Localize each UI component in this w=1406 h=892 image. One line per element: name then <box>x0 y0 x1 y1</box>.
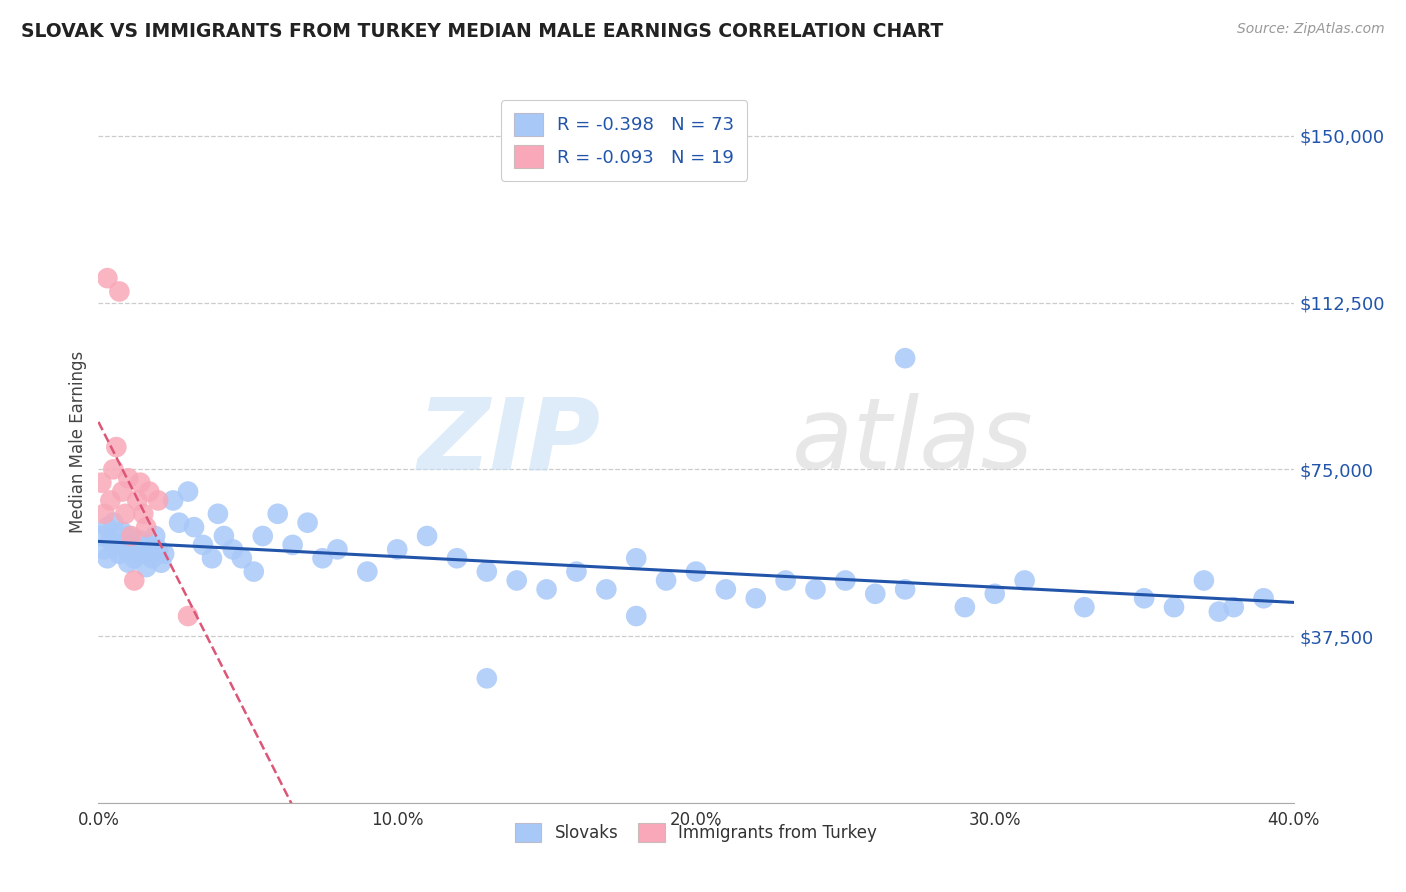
Point <box>138 484 160 499</box>
Text: SLOVAK VS IMMIGRANTS FROM TURKEY MEDIAN MALE EARNINGS CORRELATION CHART: SLOVAK VS IMMIGRANTS FROM TURKEY MEDIAN … <box>21 22 943 41</box>
Point <box>201 551 224 566</box>
Point <box>191 538 214 552</box>
Point <box>143 529 166 543</box>
Point <box>714 582 737 597</box>
Point <box>150 556 173 570</box>
Point <box>222 542 245 557</box>
Point <box>132 547 155 561</box>
Point <box>416 529 439 543</box>
Point <box>984 587 1007 601</box>
Point <box>655 574 678 588</box>
Point <box>162 493 184 508</box>
Point <box>148 542 170 557</box>
Point <box>865 587 887 601</box>
Point <box>105 538 128 552</box>
Point <box>138 538 160 552</box>
Point <box>475 671 498 685</box>
Point <box>167 516 190 530</box>
Point <box>953 600 976 615</box>
Point <box>114 542 136 557</box>
Point <box>1014 574 1036 588</box>
Point <box>148 493 170 508</box>
Point <box>135 520 157 534</box>
Point <box>93 507 115 521</box>
Text: atlas: atlas <box>792 393 1033 490</box>
Point <box>98 533 122 548</box>
Point <box>153 547 176 561</box>
Point <box>90 529 112 543</box>
Point <box>1163 600 1185 615</box>
Point <box>565 565 588 579</box>
Point <box>141 551 163 566</box>
Point <box>267 507 290 521</box>
Point <box>356 565 378 579</box>
Point <box>626 551 648 566</box>
Y-axis label: Median Male Earnings: Median Male Earnings <box>69 351 87 533</box>
Point <box>326 542 349 557</box>
Point <box>595 582 617 597</box>
Point <box>98 493 122 508</box>
Point <box>281 538 304 552</box>
Point <box>1133 591 1156 606</box>
Point <box>111 484 134 499</box>
Point <box>135 560 157 574</box>
Point <box>536 582 558 597</box>
Point <box>1208 605 1230 619</box>
Point <box>124 574 146 588</box>
Point <box>127 542 149 557</box>
Point <box>129 475 152 490</box>
Point <box>745 591 768 606</box>
Point <box>132 507 155 521</box>
Point <box>207 507 229 521</box>
Point <box>93 542 115 557</box>
Point <box>212 529 235 543</box>
Point <box>243 565 266 579</box>
Point <box>120 538 142 552</box>
Point <box>114 507 136 521</box>
Text: Source: ZipAtlas.com: Source: ZipAtlas.com <box>1237 22 1385 37</box>
Text: ZIP: ZIP <box>418 393 600 490</box>
Point <box>111 524 134 539</box>
Legend: Slovaks, Immigrants from Turkey: Slovaks, Immigrants from Turkey <box>508 816 884 848</box>
Point <box>183 520 205 534</box>
Point <box>177 609 200 624</box>
Point <box>475 565 498 579</box>
Point <box>105 440 128 454</box>
Point <box>311 551 333 566</box>
Point <box>834 574 856 588</box>
Point <box>96 551 118 566</box>
Point <box>117 471 139 485</box>
Point <box>103 462 125 476</box>
Point <box>120 529 142 543</box>
Point <box>685 565 707 579</box>
Point <box>626 609 648 624</box>
Point <box>385 542 409 557</box>
Point <box>804 582 827 597</box>
Point <box>1223 600 1246 615</box>
Point <box>506 574 529 588</box>
Point <box>894 582 917 597</box>
Point <box>446 551 468 566</box>
Point <box>108 285 131 299</box>
Point <box>108 547 131 561</box>
Point <box>775 574 797 588</box>
Point <box>894 351 917 366</box>
Point <box>117 529 139 543</box>
Point <box>117 556 139 570</box>
Point <box>96 520 118 534</box>
Point <box>90 475 112 490</box>
Point <box>252 529 274 543</box>
Point <box>124 551 146 566</box>
Point <box>103 516 125 530</box>
Point <box>96 271 118 285</box>
Point <box>231 551 253 566</box>
Point <box>297 516 319 530</box>
Point <box>1192 574 1215 588</box>
Point <box>1253 591 1275 606</box>
Point <box>127 493 149 508</box>
Point <box>129 533 152 548</box>
Point <box>177 484 200 499</box>
Point <box>1073 600 1095 615</box>
